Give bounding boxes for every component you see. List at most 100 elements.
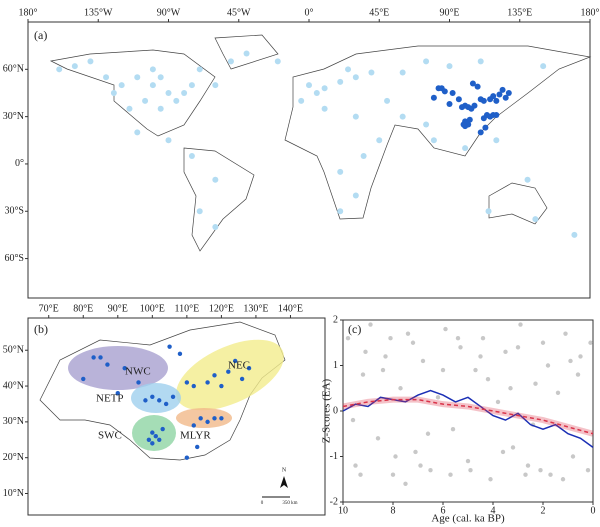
lon-tick-label: 0°: [305, 7, 314, 18]
site: [399, 113, 406, 120]
scatter-point: [353, 463, 358, 468]
scatter-point: [560, 477, 566, 482]
site: [219, 416, 224, 421]
region-label: MLYR: [180, 430, 211, 442]
site: [352, 74, 359, 81]
site: [195, 444, 200, 450]
site: [188, 82, 195, 89]
scatter-point: [345, 336, 351, 341]
site: [360, 153, 367, 160]
y-tick-label: 1: [333, 360, 338, 371]
site: [471, 102, 478, 109]
site: [191, 383, 196, 389]
site: [134, 129, 141, 136]
site: [157, 437, 162, 442]
series-line: [342, 398, 594, 435]
x-tick-label: 4: [491, 505, 496, 516]
scatter-point: [358, 472, 363, 477]
scatter-point: [458, 345, 463, 350]
site: [126, 105, 133, 112]
scatter-point: [570, 454, 576, 459]
site: [449, 89, 456, 96]
site: [181, 89, 188, 96]
site: [212, 224, 219, 231]
site: [150, 394, 155, 399]
site: [134, 74, 141, 81]
lat-tick-label: 30°S: [4, 206, 24, 217]
site: [188, 153, 195, 160]
x-tick-label: 0: [591, 505, 596, 516]
lon-tick-label: 100°E: [140, 303, 165, 314]
scatter-point: [443, 326, 448, 332]
site: [157, 398, 162, 403]
site: [142, 97, 149, 104]
lat-tick-label: 60°S: [4, 253, 24, 264]
scatter-point: [518, 322, 523, 327]
y-tick-label: 0: [333, 405, 338, 416]
site: [493, 112, 500, 119]
site: [122, 365, 127, 371]
scatter-point: [363, 349, 368, 355]
site: [321, 85, 328, 92]
scatter-point: [548, 472, 553, 477]
site: [146, 437, 152, 442]
scatter-point: [375, 436, 381, 441]
scale-label: 350 km: [282, 501, 297, 506]
site: [477, 129, 484, 136]
site: [198, 416, 203, 421]
panel-label: (a): [34, 28, 47, 42]
y-tick-label: -2: [330, 496, 338, 507]
trend-band: [342, 396, 594, 437]
site: [462, 145, 469, 152]
scatter-point: [510, 445, 516, 450]
lon-tick-label: 180°: [19, 7, 38, 18]
scatter-point: [405, 331, 411, 336]
site: [157, 105, 164, 112]
scatter-point: [578, 354, 583, 359]
site: [56, 66, 63, 73]
panel-label: (c): [348, 322, 361, 336]
site: [153, 434, 158, 439]
site: [571, 231, 578, 238]
site: [149, 82, 156, 89]
scatter-point: [545, 363, 551, 368]
site: [212, 373, 217, 378]
scatter-point: [485, 376, 491, 382]
site: [423, 121, 430, 128]
region-label: NWC: [125, 366, 151, 378]
site: [143, 398, 148, 403]
scatter-point: [533, 381, 538, 386]
site: [384, 97, 391, 104]
site: [487, 96, 494, 103]
scatter-point: [428, 467, 433, 473]
lon-tick-label: 90°W: [157, 7, 181, 18]
site: [160, 426, 165, 432]
scatter-point: [455, 336, 461, 341]
lon-tick-label: 45°E: [369, 7, 389, 18]
region-netp: [131, 383, 181, 413]
lat-tick-label: 0°: [15, 158, 24, 169]
site: [227, 58, 234, 65]
scatter-point: [380, 367, 386, 373]
site: [455, 96, 462, 103]
region-label: NETP: [96, 393, 124, 405]
scatter-point: [575, 372, 581, 377]
site: [337, 208, 344, 215]
scatter-point: [515, 345, 521, 350]
scatter-point: [448, 472, 453, 477]
scatter-point: [418, 463, 423, 468]
lon-tick-label: 130°E: [243, 303, 268, 314]
site: [313, 89, 320, 96]
site: [532, 216, 539, 223]
site: [485, 208, 492, 215]
lon-tick-label: 120°E: [209, 303, 234, 314]
x-tick-label: 2: [541, 505, 546, 516]
scatter-point: [488, 477, 493, 482]
north-arrow: [280, 476, 288, 488]
scatter-point: [500, 449, 506, 455]
north-label: N: [282, 467, 287, 473]
scatter-point: [555, 390, 561, 395]
site: [480, 115, 487, 122]
scatter-point: [588, 340, 593, 345]
scatter-point: [393, 454, 398, 459]
